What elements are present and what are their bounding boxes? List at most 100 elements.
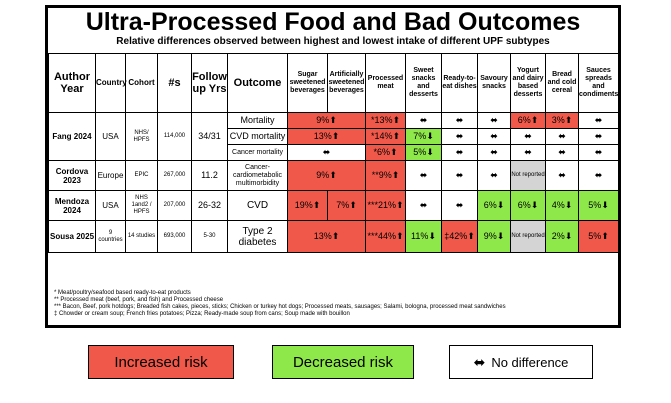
sweet-snacks-cell: 5%⬇ xyxy=(405,144,442,161)
n-cell: 114,000 xyxy=(157,112,192,161)
sweet-snacks-cell: ⬌ xyxy=(405,190,442,221)
legend-no-difference: ⬌ No difference xyxy=(449,345,593,379)
country-cell: Europe xyxy=(95,160,126,191)
table-row: Fang 2024 USA NHS/ HPFS 114,000 34/31 Mo… xyxy=(48,112,619,161)
header-sauces: Sauces spreads and condiments xyxy=(578,53,619,113)
savoury-cell: ⬌ xyxy=(477,128,511,145)
outcome-cell: CVD mortality xyxy=(227,128,288,145)
sauces-cell: ⬌ xyxy=(578,112,619,129)
cohort-cell: NHS 1and2 / HPFS xyxy=(125,190,158,221)
sauces-cell: ⬌ xyxy=(578,128,619,145)
follow-up-cell: 34/31 xyxy=(191,112,228,161)
figure-title: Ultra-Processed Food and Bad Outcomes xyxy=(85,8,581,36)
sugar-cell: 9%⬆ xyxy=(287,160,366,191)
footnote: ** Processed meat (beef, pork, and fish)… xyxy=(54,297,224,303)
legend-increased-label: Increased risk xyxy=(114,353,208,371)
follow-up-cell: 11.2 xyxy=(191,160,228,191)
header-artificially-sweetened: Artificially sweetened beverages xyxy=(327,53,366,113)
footnotes: * Meat/poultry/seafood based ready-to-ea… xyxy=(54,290,614,318)
header-cohort: Cohort xyxy=(125,53,158,113)
savoury-cell: ⬌ xyxy=(477,160,511,191)
yogurt-cell: 6%⬇ xyxy=(510,190,546,221)
sauces-cell: ⬌ xyxy=(578,160,619,191)
ready-to-eat-cell: ⬌ xyxy=(441,128,478,145)
sauces-cell: ⬌ xyxy=(578,144,619,161)
yogurt-cell: 6%⬆ xyxy=(510,112,546,129)
header-processed-meat: Processed meat xyxy=(365,53,406,113)
footnote: *** Bacon, Beef, pork hotdogs; Breaded f… xyxy=(54,304,506,310)
outcome-cell: Type 2 diabetes xyxy=(227,220,288,253)
processed-meat-cell: *13%⬆ xyxy=(365,112,406,129)
table-row: CVD mortality 13%⬆ *14%⬆ 7%⬇ ⬌ ⬌ ⬌ ⬌ ⬌ xyxy=(49,128,619,145)
figure-subtitle: Relative differences observed between hi… xyxy=(116,36,550,47)
figure-frame: Ultra-Processed Food and Bad Outcomes Re… xyxy=(45,5,621,328)
legend-no-difference-label: No difference xyxy=(491,354,569,370)
author-cell: Sousa 2025 xyxy=(48,220,96,253)
processed-meat-cell: **9%⬆ xyxy=(365,160,406,191)
bread-cell: 4%⬇ xyxy=(545,190,579,221)
follow-up-cell: 26-32 xyxy=(191,190,228,221)
table-row: Cancer mortality ⬌ *6%⬆ 5%⬇ ⬌ ⬌ ⬌ ⬌ ⬌ xyxy=(49,144,619,161)
outcome-cell: Cancer mortality xyxy=(227,144,288,161)
sauces-cell: 5%⬆ xyxy=(578,220,619,253)
table-row: Sousa 2025 9 countries 14 studies 693,00… xyxy=(48,220,619,253)
processed-meat-cell: ***44%⬆ xyxy=(365,220,406,253)
footnote: ‡ Chowder or cream soup; French fries po… xyxy=(54,311,350,317)
processed-meat-cell: *14%⬆ xyxy=(365,128,406,145)
processed-meat-cell: *6%⬆ xyxy=(365,144,406,161)
bread-cell: ⬌ xyxy=(545,160,579,191)
n-cell: 267,000 xyxy=(157,160,192,191)
author-cell: Cordova 2023 xyxy=(48,160,96,191)
sugar-cell: ⬌ xyxy=(287,144,366,161)
sugar-cell: 19%⬆ xyxy=(287,190,328,221)
yogurt-cell: Not reported xyxy=(510,160,546,191)
legend-decreased-risk: Decreased risk xyxy=(272,345,414,379)
cohort-cell: NHS/ HPFS xyxy=(125,112,158,161)
ready-to-eat-cell: ⬌ xyxy=(441,160,478,191)
bread-cell: 2%⬇ xyxy=(545,220,579,253)
yogurt-cell: ⬌ xyxy=(510,128,546,145)
yogurt-cell: Not reported xyxy=(510,220,546,253)
ready-to-eat-cell: ⬌ xyxy=(441,190,478,221)
header-sugar-sweetened: Sugar sweetened beverages xyxy=(287,53,328,113)
bread-cell: ⬌ xyxy=(545,128,579,145)
author-cell: Fang 2024 xyxy=(48,112,96,161)
artificial-cell: 7%⬆ xyxy=(327,190,366,221)
table-row: Cordova 2023 Europe EPIC 267,000 11.2 Ca… xyxy=(48,160,619,191)
header-sweet-snacks: Sweet snacks and desserts xyxy=(405,53,442,113)
savoury-cell: 6%⬇ xyxy=(477,190,511,221)
bread-cell: 3%⬆ xyxy=(545,112,579,129)
ready-to-eat-cell: ⬌ xyxy=(441,112,478,129)
header-ready-to-eat: Ready-to-eat dishes xyxy=(441,53,478,113)
legend-increased-risk: Increased risk xyxy=(88,345,234,379)
table-row: Mendoza 2024 USA NHS 1and2 / HPFS 207,00… xyxy=(48,190,619,221)
header-outcome: Outcome xyxy=(227,53,288,113)
savoury-cell: ⬌ xyxy=(477,144,511,161)
sweet-snacks-cell: 7%⬇ xyxy=(405,128,442,145)
n-cell: 207,000 xyxy=(157,190,192,221)
double-arrow-icon: ⬌ xyxy=(473,353,486,370)
sweet-snacks-cell: ⬌ xyxy=(405,160,442,191)
ready-to-eat-cell: ⬌ xyxy=(441,144,478,161)
country-cell: USA xyxy=(95,190,126,221)
savoury-cell: 9%⬇ xyxy=(477,220,511,253)
author-cell: Mendoza 2024 xyxy=(48,190,96,221)
ready-to-eat-cell: ‡42%⬆ xyxy=(441,220,478,253)
footnote: * Meat/poultry/seafood based ready-to-ea… xyxy=(54,290,191,296)
header-n: #s xyxy=(157,53,192,113)
sugar-cell: 13%⬆ xyxy=(287,128,366,145)
sugar-cell: 9%⬆ xyxy=(287,112,366,129)
yogurt-cell: ⬌ xyxy=(510,144,546,161)
sauces-cell: 5%⬇ xyxy=(578,190,619,221)
country-cell: 9 countries xyxy=(95,220,126,253)
header-country: Country xyxy=(95,53,127,113)
cohort-cell: EPIC xyxy=(125,160,158,191)
sweet-snacks-cell: ⬌ xyxy=(405,112,442,129)
outcome-cell: Cancer-cardiometabolic multimorbidity xyxy=(227,160,288,191)
outcomes-table: Author Year Country Cohort #s Follow up … xyxy=(48,53,619,253)
header-follow-up: Follow up Yrs xyxy=(191,53,228,113)
outcome-cell: Mortality xyxy=(227,112,288,129)
follow-up-cell: 5-30 xyxy=(191,220,228,253)
sugar-cell: 13%⬆ xyxy=(287,220,366,253)
sweet-snacks-cell: 11%⬇ xyxy=(405,220,442,253)
